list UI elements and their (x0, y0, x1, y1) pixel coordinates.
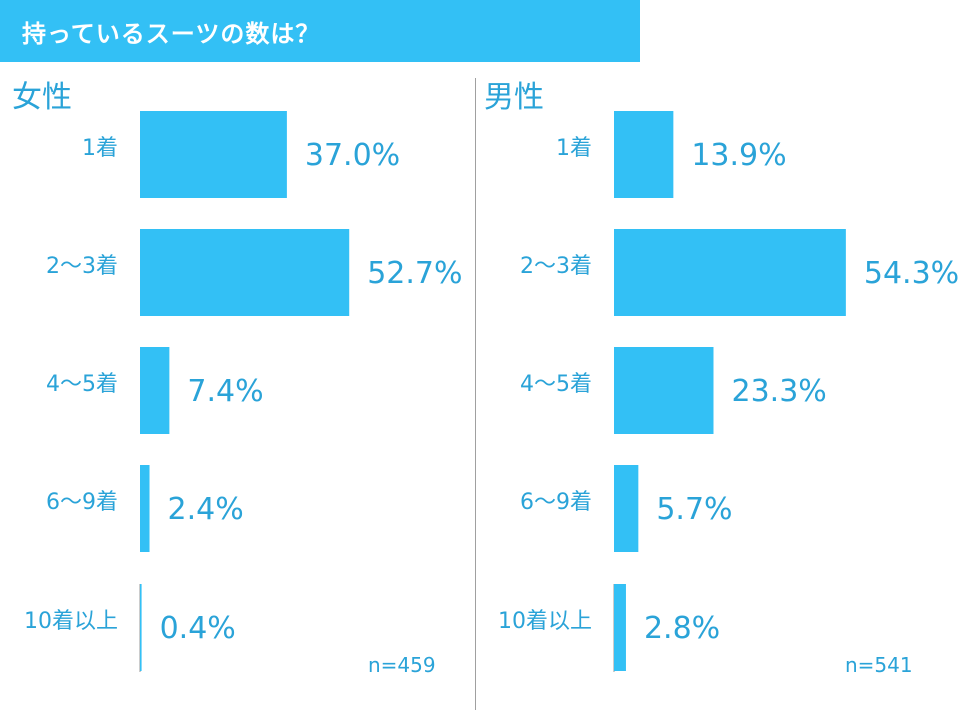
female-bar-0 (140, 111, 287, 198)
female-value-label-2: 7.4% (187, 374, 263, 409)
panel-divider (475, 78, 476, 710)
title-banner: 持っているスーツの数は？ (0, 0, 640, 62)
male-value-label-0: 13.9% (691, 138, 786, 173)
male-value-label-1: 54.3% (864, 256, 959, 291)
female-category-label-1: 2〜3着 (46, 254, 118, 279)
female-bar-4 (140, 584, 142, 671)
female-bar-3 (140, 465, 150, 552)
male-category-label-1: 2〜3着 (520, 254, 592, 279)
female-category-label-4: 10着以上 (24, 609, 118, 634)
panel-title-female: 女性 (12, 80, 72, 115)
male-bar-2 (614, 347, 714, 434)
panel-title-male: 男性 (484, 80, 544, 115)
male-value-label-2: 23.3% (731, 374, 826, 409)
male-bar-3 (614, 465, 639, 552)
male-bar-4 (614, 584, 626, 671)
female-value-label-1: 52.7% (367, 256, 462, 291)
female-sample-size: n=459 (368, 653, 436, 677)
male-sample-size: n=541 (845, 653, 913, 677)
female-category-label-2: 4〜5着 (46, 372, 118, 397)
male-category-label-2: 4〜5着 (520, 372, 592, 397)
chart-title: 持っているスーツの数は？ (22, 20, 321, 48)
male-category-label-3: 6〜9着 (520, 490, 592, 515)
male-value-label-4: 2.8% (644, 611, 720, 646)
male-category-label-4: 10着以上 (498, 609, 592, 634)
female-bar-1 (140, 229, 350, 316)
male-category-label-0: 1着 (556, 136, 592, 161)
female-category-label-0: 1着 (82, 136, 118, 161)
female-value-label-4: 0.4% (160, 611, 236, 646)
female-bar-2 (140, 347, 170, 434)
male-bar-1 (614, 229, 846, 316)
female-value-label-3: 2.4% (168, 492, 244, 527)
male-value-label-3: 5.7% (656, 492, 732, 527)
male-bar-0 (614, 111, 674, 198)
female-value-label-0: 37.0% (305, 138, 400, 173)
female-category-label-3: 6〜9着 (46, 490, 118, 515)
